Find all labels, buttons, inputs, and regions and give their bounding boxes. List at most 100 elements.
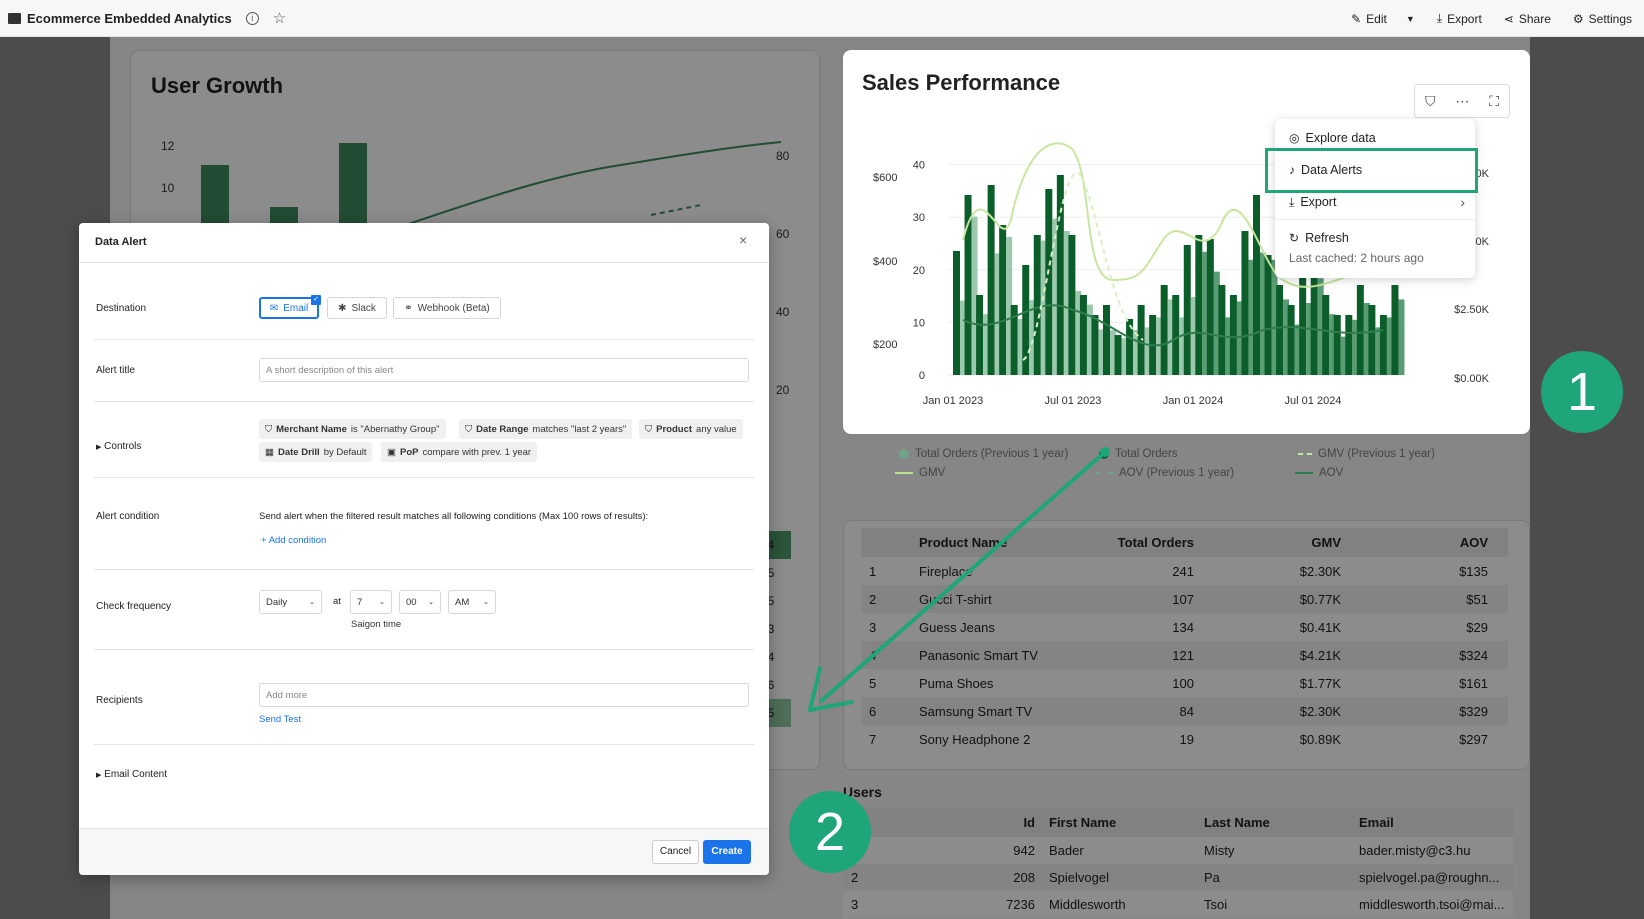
table-cell: bader.misty@c3.hu	[1359, 843, 1471, 858]
menu-data-alerts[interactable]: ♪ Data Alerts	[1289, 163, 1362, 177]
ug-bar	[201, 165, 229, 225]
star-icon[interactable]: ☆	[272, 10, 287, 27]
dest-email-button[interactable]: ✉ Email ✓	[259, 295, 321, 319]
slack-icon: ✱	[338, 302, 347, 314]
ug-right-tick-20: 20	[776, 383, 790, 397]
col-gmv[interactable]: GMV	[1311, 535, 1341, 550]
table-cell: $1.77K	[1299, 675, 1341, 691]
close-icon[interactable]: ×	[739, 232, 748, 248]
divider	[94, 569, 754, 570]
legend-item[interactable]: GMV (Previous 1 year)	[1298, 448, 1435, 460]
info-icon[interactable]: i	[245, 11, 259, 25]
x-tick-label: Jul 01 2023	[1045, 395, 1102, 407]
y-tick-label: 40	[913, 160, 925, 172]
table-row[interactable]: 3 Guess Jeans 134 $0.41K $29	[861, 613, 1508, 641]
sales-performance-card: Sales Performance ⛉ ⋯ ⛶ 50403020100$600$…	[843, 50, 1530, 434]
frequency-value: Daily	[266, 596, 288, 608]
table-row[interactable]: 3 7236 Middlesworth Tsoi middlesworth.tsoi@m…	[843, 891, 1513, 918]
table-row[interactable]: 942 Bader Misty bader.misty@c3.hu	[843, 837, 1513, 864]
dest-slack-button[interactable]: ✱ Slack	[327, 297, 387, 319]
export-button[interactable]: ⤓ Export	[1437, 11, 1482, 26]
chip-value: any value	[696, 423, 737, 435]
cancel-button[interactable]: Cancel	[652, 840, 699, 864]
bar-total-orders-prev	[1110, 330, 1116, 375]
create-button[interactable]: Create	[703, 840, 751, 864]
control-chip-product[interactable]: ⛉ Product any value	[639, 419, 743, 439]
legend-dash-icon	[1095, 472, 1113, 474]
control-chip-merchant[interactable]: ⛉ Merchant Name is "Abernathy Group"	[259, 419, 446, 439]
more-icon[interactable]: ⋯	[1455, 92, 1470, 109]
email-content-toggle[interactable]: ▶ Email Content	[96, 769, 167, 780]
download-icon: ⤓	[1289, 194, 1295, 209]
legend-item[interactable]: GMV	[895, 467, 945, 479]
control-chip-date-drill[interactable]: ▦ Date Drill by Default	[259, 442, 373, 462]
legend-label: GMV (Previous 1 year)	[1318, 448, 1435, 460]
menu-explore-data[interactable]: ◎ Explore data	[1289, 131, 1376, 145]
bar-total-orders-prev	[1029, 300, 1036, 375]
filter-icon[interactable]: ⛉	[1424, 92, 1436, 109]
col-product-name[interactable]: Product Name	[919, 535, 1008, 550]
legend-label: Total Orders (Previous 1 year)	[915, 448, 1069, 460]
legend-label: GMV	[919, 467, 946, 479]
col-email[interactable]: Email	[1359, 815, 1394, 830]
bar-total-orders	[1391, 285, 1399, 375]
settings-button[interactable]: ⚙ Settings	[1573, 12, 1632, 26]
fullscreen-icon[interactable]: ⛶	[1489, 92, 1500, 109]
send-test-link[interactable]: Send Test	[259, 714, 302, 725]
bar-total-orders-prev	[1294, 324, 1301, 375]
bar-total-orders-prev	[1086, 304, 1093, 375]
legend-label: AOV (Previous 1 year)	[1119, 467, 1235, 479]
menu-explore-label: Explore data	[1305, 131, 1376, 145]
dashboard-icon	[8, 12, 21, 24]
col-aov[interactable]: AOV	[1459, 535, 1488, 550]
table-row[interactable]: 2 Gucci T-shirt 107 $0.77K $51	[861, 585, 1508, 613]
legend-item[interactable]: Total Orders (Previous 1 year)	[899, 448, 1068, 460]
col-first-name[interactable]: First Name	[1049, 815, 1117, 830]
control-chip-pop[interactable]: ▣ PoP compare with prev. 1 year	[381, 442, 538, 462]
col-total-orders[interactable]: Total Orders	[1117, 535, 1194, 550]
dest-webhook-button[interactable]: ⚭ Webhook (Beta)	[393, 297, 501, 319]
step-badge-1: 1	[1541, 351, 1623, 433]
chart-toolbar: ⛉ ⋯ ⛶	[1414, 84, 1510, 118]
table-row[interactable]: 5 Puma Shoes 100 $1.77K $161	[861, 669, 1508, 697]
alert-title-input[interactable]: A short description of this alert	[259, 358, 749, 382]
col-id[interactable]: Id	[1023, 815, 1035, 830]
table-row[interactable]: 7 Sony Headphone 2 19 $0.89K $297	[861, 725, 1508, 753]
table-cell: Panasonic Smart TV	[919, 647, 1038, 663]
controls-toggle[interactable]: ▶ Controls	[96, 441, 141, 452]
chevron-down-icon[interactable]: ▼	[1405, 13, 1415, 24]
table-row[interactable]: 6 Samsung Smart TV 84 $2.30K $329	[861, 697, 1508, 725]
legend-item[interactable]: AOV (Previous 1 year)	[1095, 467, 1234, 479]
edit-button[interactable]: ✎ Edit ▼	[1351, 12, 1415, 26]
minute-select[interactable]: 00 ⌄	[399, 590, 441, 614]
table-row[interactable]: 2 208 Spielvogel Pa spielvogel.pa@roughn...	[843, 864, 1513, 891]
ug-left-tick-12: 12	[161, 139, 175, 153]
bar-total-orders-prev	[1271, 259, 1278, 375]
recipients-input[interactable]: Add more	[259, 683, 749, 707]
hour-select[interactable]: 7 ⌄	[350, 590, 392, 614]
bar-total-orders	[1010, 305, 1018, 375]
col-last-name[interactable]: Last Name	[1204, 815, 1270, 830]
legend-item[interactable]: AOV	[1295, 467, 1343, 479]
menu-export[interactable]: ⤓ Export ›	[1289, 194, 1465, 210]
top-bar: Ecommerce Embedded Analytics i ☆ ✎ Edit ▼ …	[0, 0, 1644, 37]
bar-total-orders-prev	[1375, 327, 1382, 375]
caret-right-icon: ▶	[96, 444, 102, 451]
y-tick-label: 0	[919, 370, 925, 382]
add-condition-button[interactable]: + Add condition	[261, 535, 326, 546]
step-badge-2: 2	[789, 791, 871, 873]
menu-refresh[interactable]: ↻ Refresh	[1289, 231, 1349, 245]
user-growth-title: User Growth	[151, 73, 284, 98]
frequency-select[interactable]: Daily ⌄	[259, 590, 322, 614]
ampm-select[interactable]: AM ⌄	[448, 590, 496, 614]
control-chip-date-range[interactable]: ⛉ Date Range matches "last 2 years"	[459, 419, 633, 439]
bar-total-orders	[1287, 305, 1295, 375]
bar-total-orders-prev	[971, 216, 978, 375]
bar-total-orders	[1137, 305, 1145, 375]
recipients-label: Recipients	[96, 695, 143, 706]
bar-total-orders	[976, 295, 984, 375]
dashboard-title: Ecommerce Embedded Analytics	[27, 10, 232, 26]
bar-total-orders-prev	[1225, 317, 1232, 375]
share-button[interactable]: ⋖ Share	[1504, 12, 1551, 26]
